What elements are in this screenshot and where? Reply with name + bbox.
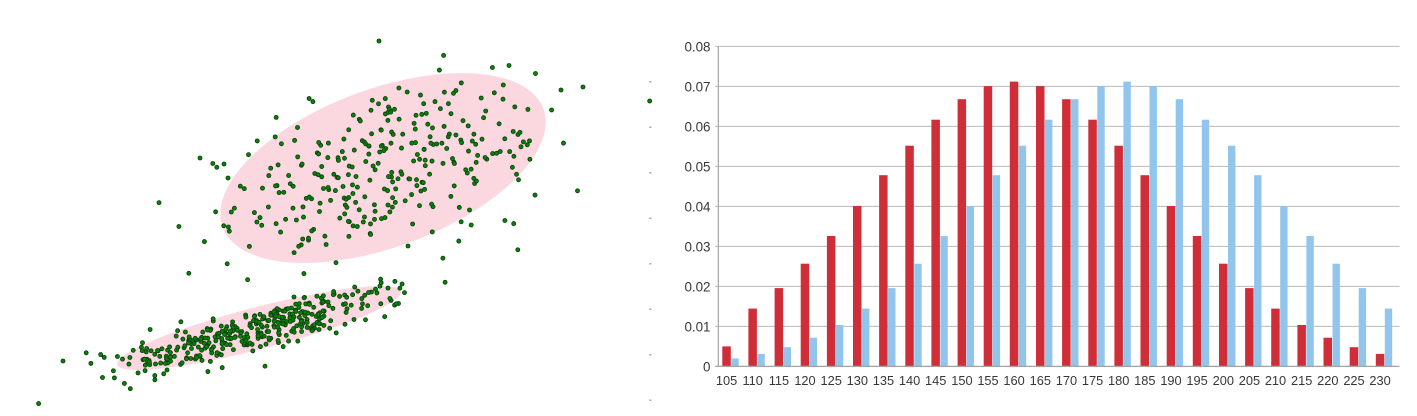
svg-text:135: 135 [873,373,894,388]
svg-text:200: 200 [1213,373,1234,388]
svg-text:145: 145 [925,373,946,388]
svg-text:115: 115 [769,373,789,388]
svg-text:230: 230 [1369,373,1390,388]
svg-text:210: 210 [1265,373,1286,388]
svg-text:105: 105 [716,373,737,388]
svg-text:0.07: 0.07 [684,80,710,95]
svg-text:175: 175 [1082,373,1103,388]
svg-text:170: 170 [1056,373,1077,388]
svg-text:0.03: 0.03 [684,240,710,255]
svg-text:150: 150 [951,373,972,388]
svg-text:0: 0 [703,360,710,375]
svg-text:155: 155 [977,373,998,388]
svg-text:0.06: 0.06 [684,120,710,135]
svg-text:205: 205 [1239,373,1260,388]
svg-text:140: 140 [899,373,920,388]
svg-text:185: 185 [1134,373,1155,388]
svg-text:220: 220 [1317,373,1338,388]
svg-text:0.02: 0.02 [684,280,710,295]
svg-text:160: 160 [1003,373,1024,388]
svg-text:180: 180 [1108,373,1129,388]
svg-text:165: 165 [1030,373,1051,388]
svg-text:195: 195 [1186,373,1207,388]
svg-text:0.08: 0.08 [684,40,710,55]
svg-text:130: 130 [847,373,868,388]
svg-text:225: 225 [1343,373,1364,388]
svg-text:215: 215 [1291,373,1312,388]
svg-text:190: 190 [1160,373,1181,388]
svg-text:120: 120 [794,373,815,388]
svg-text:0.01: 0.01 [684,320,710,335]
svg-text:0.05: 0.05 [684,160,710,175]
svg-text:110: 110 [742,373,762,388]
svg-text:0.04: 0.04 [684,200,711,215]
svg-text:125: 125 [821,373,842,388]
